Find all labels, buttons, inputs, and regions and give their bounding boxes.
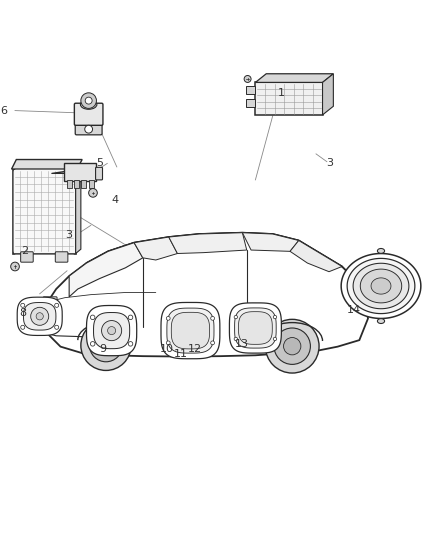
Circle shape xyxy=(166,317,170,320)
Circle shape xyxy=(81,320,131,370)
Polygon shape xyxy=(360,269,402,303)
Ellipse shape xyxy=(81,100,97,109)
FancyBboxPatch shape xyxy=(64,164,96,181)
FancyBboxPatch shape xyxy=(88,180,94,188)
Circle shape xyxy=(55,325,59,329)
FancyBboxPatch shape xyxy=(55,252,68,262)
Polygon shape xyxy=(167,308,214,353)
Circle shape xyxy=(21,325,25,329)
FancyBboxPatch shape xyxy=(21,252,33,262)
Circle shape xyxy=(11,262,19,271)
Circle shape xyxy=(234,337,237,341)
Polygon shape xyxy=(347,259,415,313)
Text: 1: 1 xyxy=(278,88,285,98)
Ellipse shape xyxy=(378,248,385,253)
Circle shape xyxy=(36,313,43,320)
Polygon shape xyxy=(24,303,56,330)
Polygon shape xyxy=(353,263,409,309)
Text: 3: 3 xyxy=(65,230,72,240)
Polygon shape xyxy=(242,233,299,252)
Text: 10: 10 xyxy=(159,344,173,354)
Circle shape xyxy=(81,93,96,108)
Polygon shape xyxy=(171,312,209,349)
Polygon shape xyxy=(290,240,342,272)
Polygon shape xyxy=(87,305,137,356)
FancyBboxPatch shape xyxy=(246,99,255,107)
Circle shape xyxy=(265,319,319,373)
Polygon shape xyxy=(134,237,177,260)
Polygon shape xyxy=(76,165,81,254)
FancyBboxPatch shape xyxy=(74,180,79,188)
Text: 13: 13 xyxy=(234,338,248,349)
Circle shape xyxy=(89,329,123,362)
Circle shape xyxy=(283,337,301,355)
Circle shape xyxy=(274,328,311,365)
Ellipse shape xyxy=(378,319,385,324)
Circle shape xyxy=(90,342,95,346)
Circle shape xyxy=(55,303,59,308)
Circle shape xyxy=(102,320,122,341)
Polygon shape xyxy=(169,233,247,254)
Circle shape xyxy=(128,342,133,346)
Polygon shape xyxy=(94,312,130,349)
Polygon shape xyxy=(69,243,143,297)
Circle shape xyxy=(88,189,97,197)
Polygon shape xyxy=(43,233,368,357)
Text: 9: 9 xyxy=(99,344,106,354)
Polygon shape xyxy=(255,83,322,115)
FancyBboxPatch shape xyxy=(81,180,86,188)
Polygon shape xyxy=(341,254,421,319)
Circle shape xyxy=(234,316,237,319)
Circle shape xyxy=(85,125,92,133)
Polygon shape xyxy=(230,303,281,353)
Text: 6: 6 xyxy=(1,106,8,116)
Text: 14: 14 xyxy=(347,305,361,315)
Circle shape xyxy=(273,337,277,341)
Text: 2: 2 xyxy=(21,246,28,256)
Circle shape xyxy=(128,315,133,320)
Circle shape xyxy=(108,327,116,335)
FancyBboxPatch shape xyxy=(13,169,76,254)
Circle shape xyxy=(21,303,25,308)
FancyBboxPatch shape xyxy=(95,167,102,180)
Text: 12: 12 xyxy=(188,344,202,354)
Polygon shape xyxy=(235,308,276,348)
FancyBboxPatch shape xyxy=(74,103,103,125)
FancyBboxPatch shape xyxy=(75,123,102,135)
Polygon shape xyxy=(161,302,220,359)
Text: 8: 8 xyxy=(19,308,26,318)
Text: 11: 11 xyxy=(174,349,188,359)
Circle shape xyxy=(90,315,95,320)
FancyBboxPatch shape xyxy=(43,297,57,316)
Circle shape xyxy=(166,341,170,345)
Text: 5: 5 xyxy=(96,158,103,168)
Circle shape xyxy=(244,76,251,83)
Circle shape xyxy=(31,308,49,325)
Polygon shape xyxy=(255,74,333,83)
Text: 4: 4 xyxy=(111,195,118,205)
Polygon shape xyxy=(239,312,272,344)
FancyBboxPatch shape xyxy=(67,180,72,188)
Circle shape xyxy=(273,316,277,319)
Polygon shape xyxy=(11,159,82,169)
FancyBboxPatch shape xyxy=(246,86,255,94)
Circle shape xyxy=(211,317,215,320)
Polygon shape xyxy=(322,74,333,115)
Circle shape xyxy=(98,337,114,353)
Polygon shape xyxy=(371,278,391,294)
Circle shape xyxy=(211,341,215,345)
Circle shape xyxy=(85,97,92,104)
Text: 3: 3 xyxy=(326,158,333,168)
Polygon shape xyxy=(17,297,62,335)
